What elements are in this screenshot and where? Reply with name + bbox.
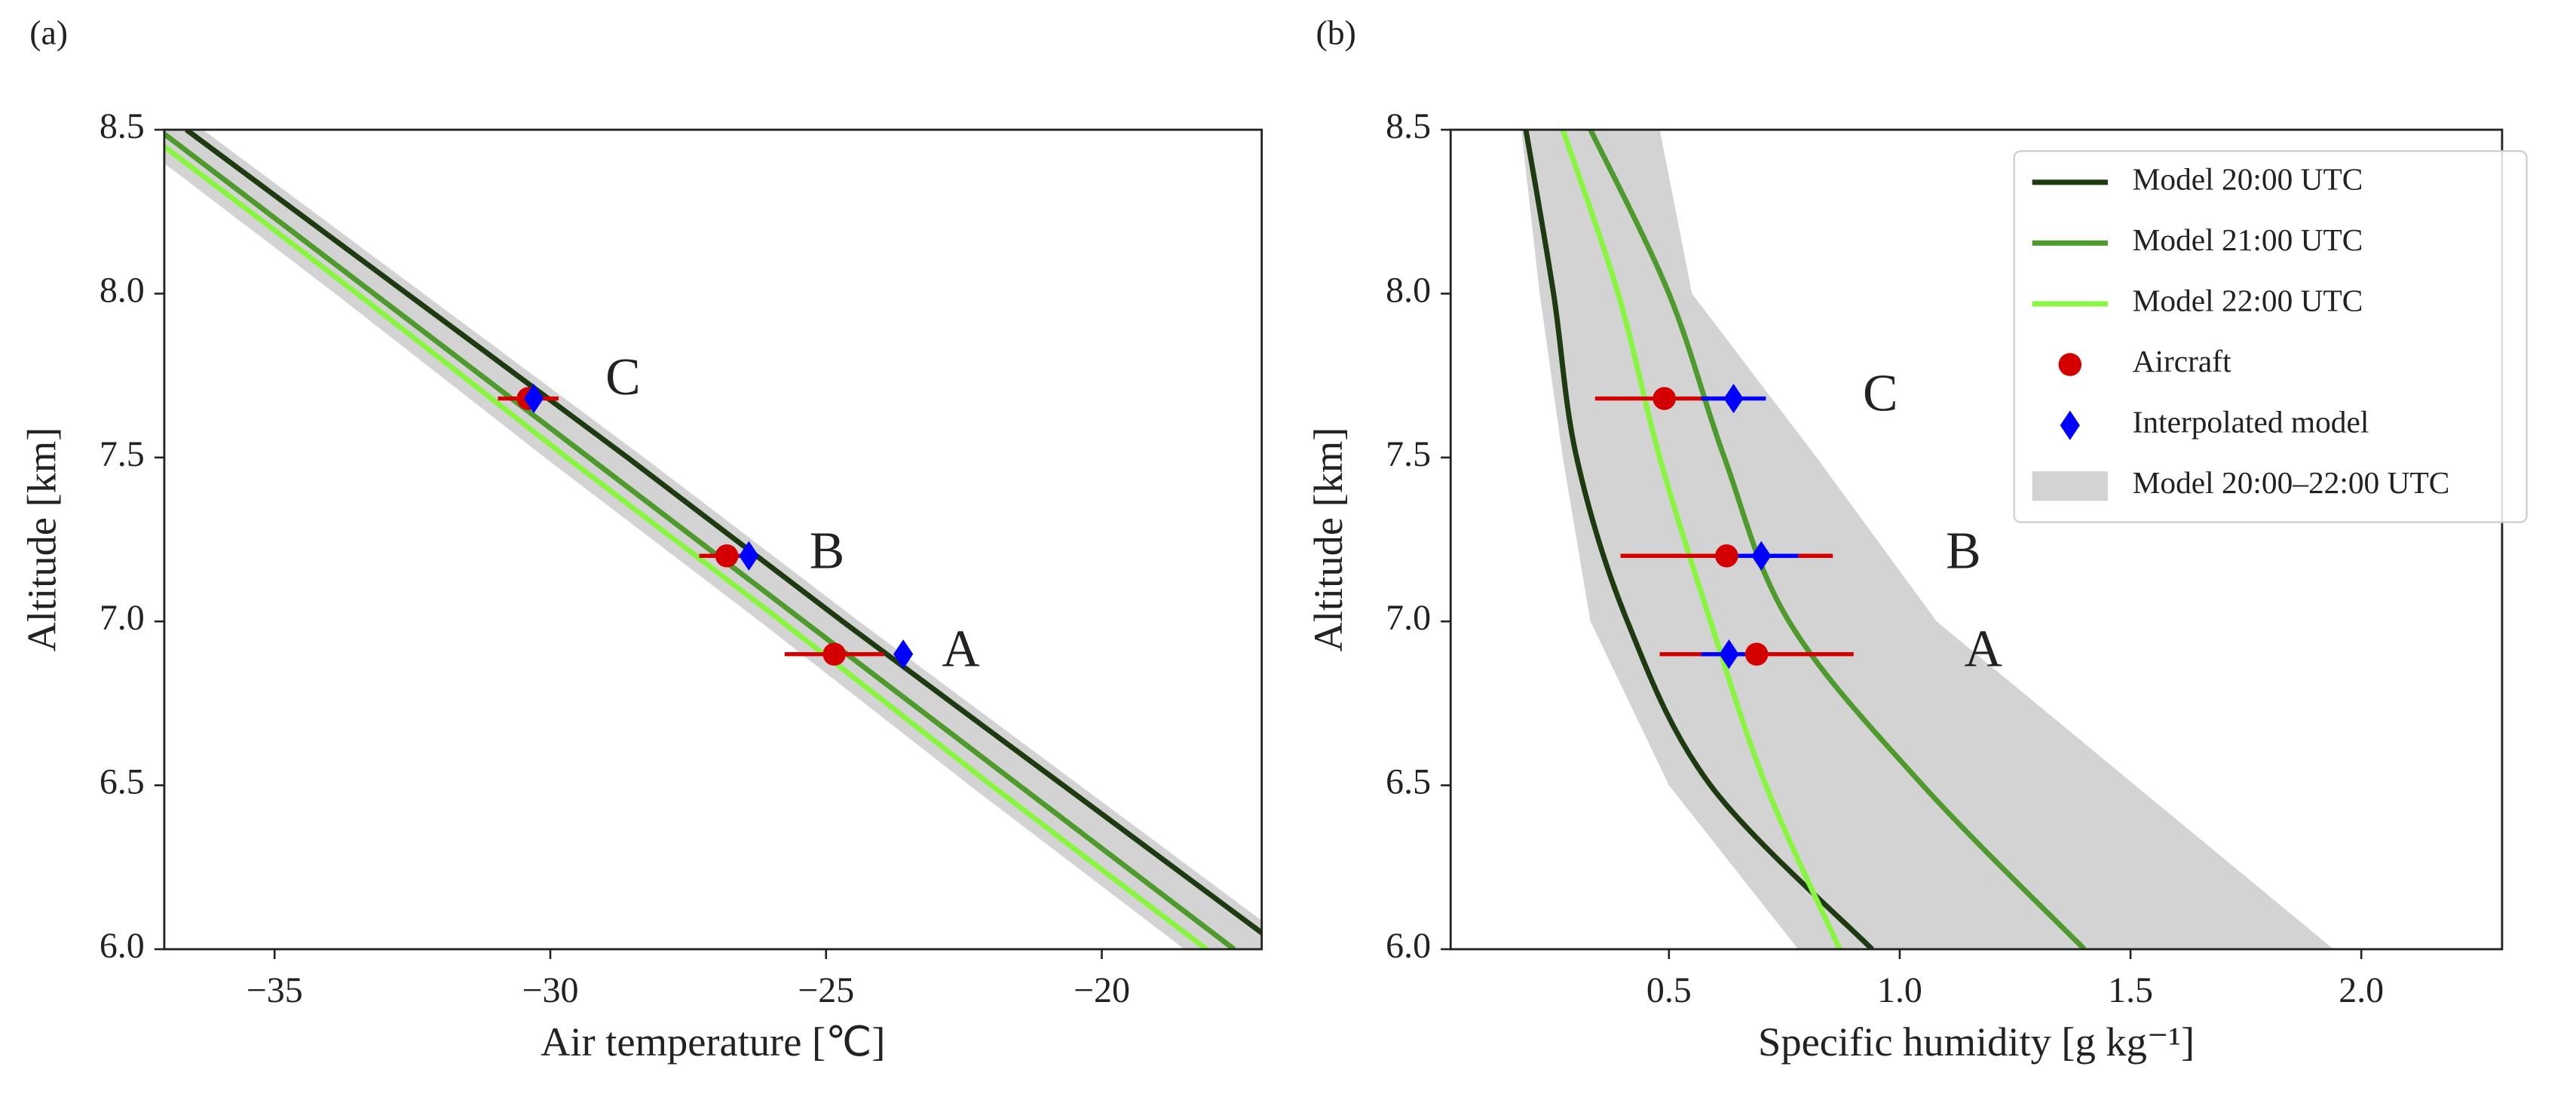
y-tick-label: 6.5 [1386,762,1431,802]
annotation: C [605,348,641,406]
y-tick-label: 8.5 [100,106,145,146]
model-line [164,130,1236,949]
y-axis-label: Altitude [km] [19,427,65,652]
legend-box [2013,150,2528,523]
y-tick-label: 7.5 [100,434,145,474]
legend-label: Model 20:00 UTC [2133,161,2363,196]
model-marker [1719,639,1739,670]
model-line [1523,130,1874,949]
legend-label: Model 21:00 UTC [2133,222,2363,257]
x-tick-label: −30 [522,970,578,1010]
annotation: B [1946,522,1981,580]
annotation: A [942,621,979,679]
y-tick-label: 6.0 [1386,926,1431,966]
plot-area [164,130,1262,949]
x-tick-label: 1.0 [1877,970,1922,1010]
y-axis-label: Altitude [km] [1305,427,1351,652]
aircraft-marker [1652,387,1676,410]
panel-label: (a) [29,13,68,51]
panel-label: (b) [1316,13,1356,51]
legend-label: Interpolated model [2133,405,2369,440]
y-tick-label: 8.0 [100,270,145,310]
aircraft-marker [1744,642,1769,666]
y-tick-label: 8.5 [1386,106,1431,146]
x-axis-label: Specific humidity [g kg⁻¹] [1758,1019,2195,1065]
annotation: B [810,522,845,580]
x-tick-label: 2.0 [2339,970,2384,1010]
model-marker [893,639,914,670]
axes-frame [1449,128,2504,951]
legend-label: Aircraft [2133,344,2231,378]
y-tick-label: 7.5 [1386,434,1431,474]
plot-area [1521,130,2334,949]
model-range-band [1521,130,2334,949]
annotation: A [1965,621,2002,679]
y-tick-label: 6.5 [100,762,145,802]
y-tick-label: 8.0 [1386,270,1431,310]
x-tick-label: 1.5 [2108,970,2153,1010]
legend-swatch [2060,410,2080,440]
legend-swatch [2032,471,2108,501]
legend-label: Model 20:00–22:00 UTC [2133,465,2450,500]
annotation: C [1863,365,1898,423]
x-tick-label: −35 [247,970,303,1010]
legend-label: Model 22:00 UTC [2133,283,2363,317]
aircraft-marker [715,544,739,568]
aircraft-marker [822,642,846,666]
legend-swatch [2058,353,2082,376]
y-tick-label: 7.0 [1386,598,1431,638]
x-axis-label: Air temperature [℃] [541,1019,885,1065]
model-line [1560,130,1842,949]
aircraft-marker [1715,544,1738,568]
model-line [185,130,1262,936]
model-line [164,142,1208,949]
y-tick-label: 6.0 [100,926,145,966]
x-tick-label: 0.5 [1646,970,1692,1010]
y-tick-label: 7.0 [100,598,145,638]
axes-frame [163,128,1263,951]
x-tick-label: −20 [1074,970,1130,1010]
x-tick-label: −25 [798,970,854,1010]
model-range-band [164,130,1262,949]
